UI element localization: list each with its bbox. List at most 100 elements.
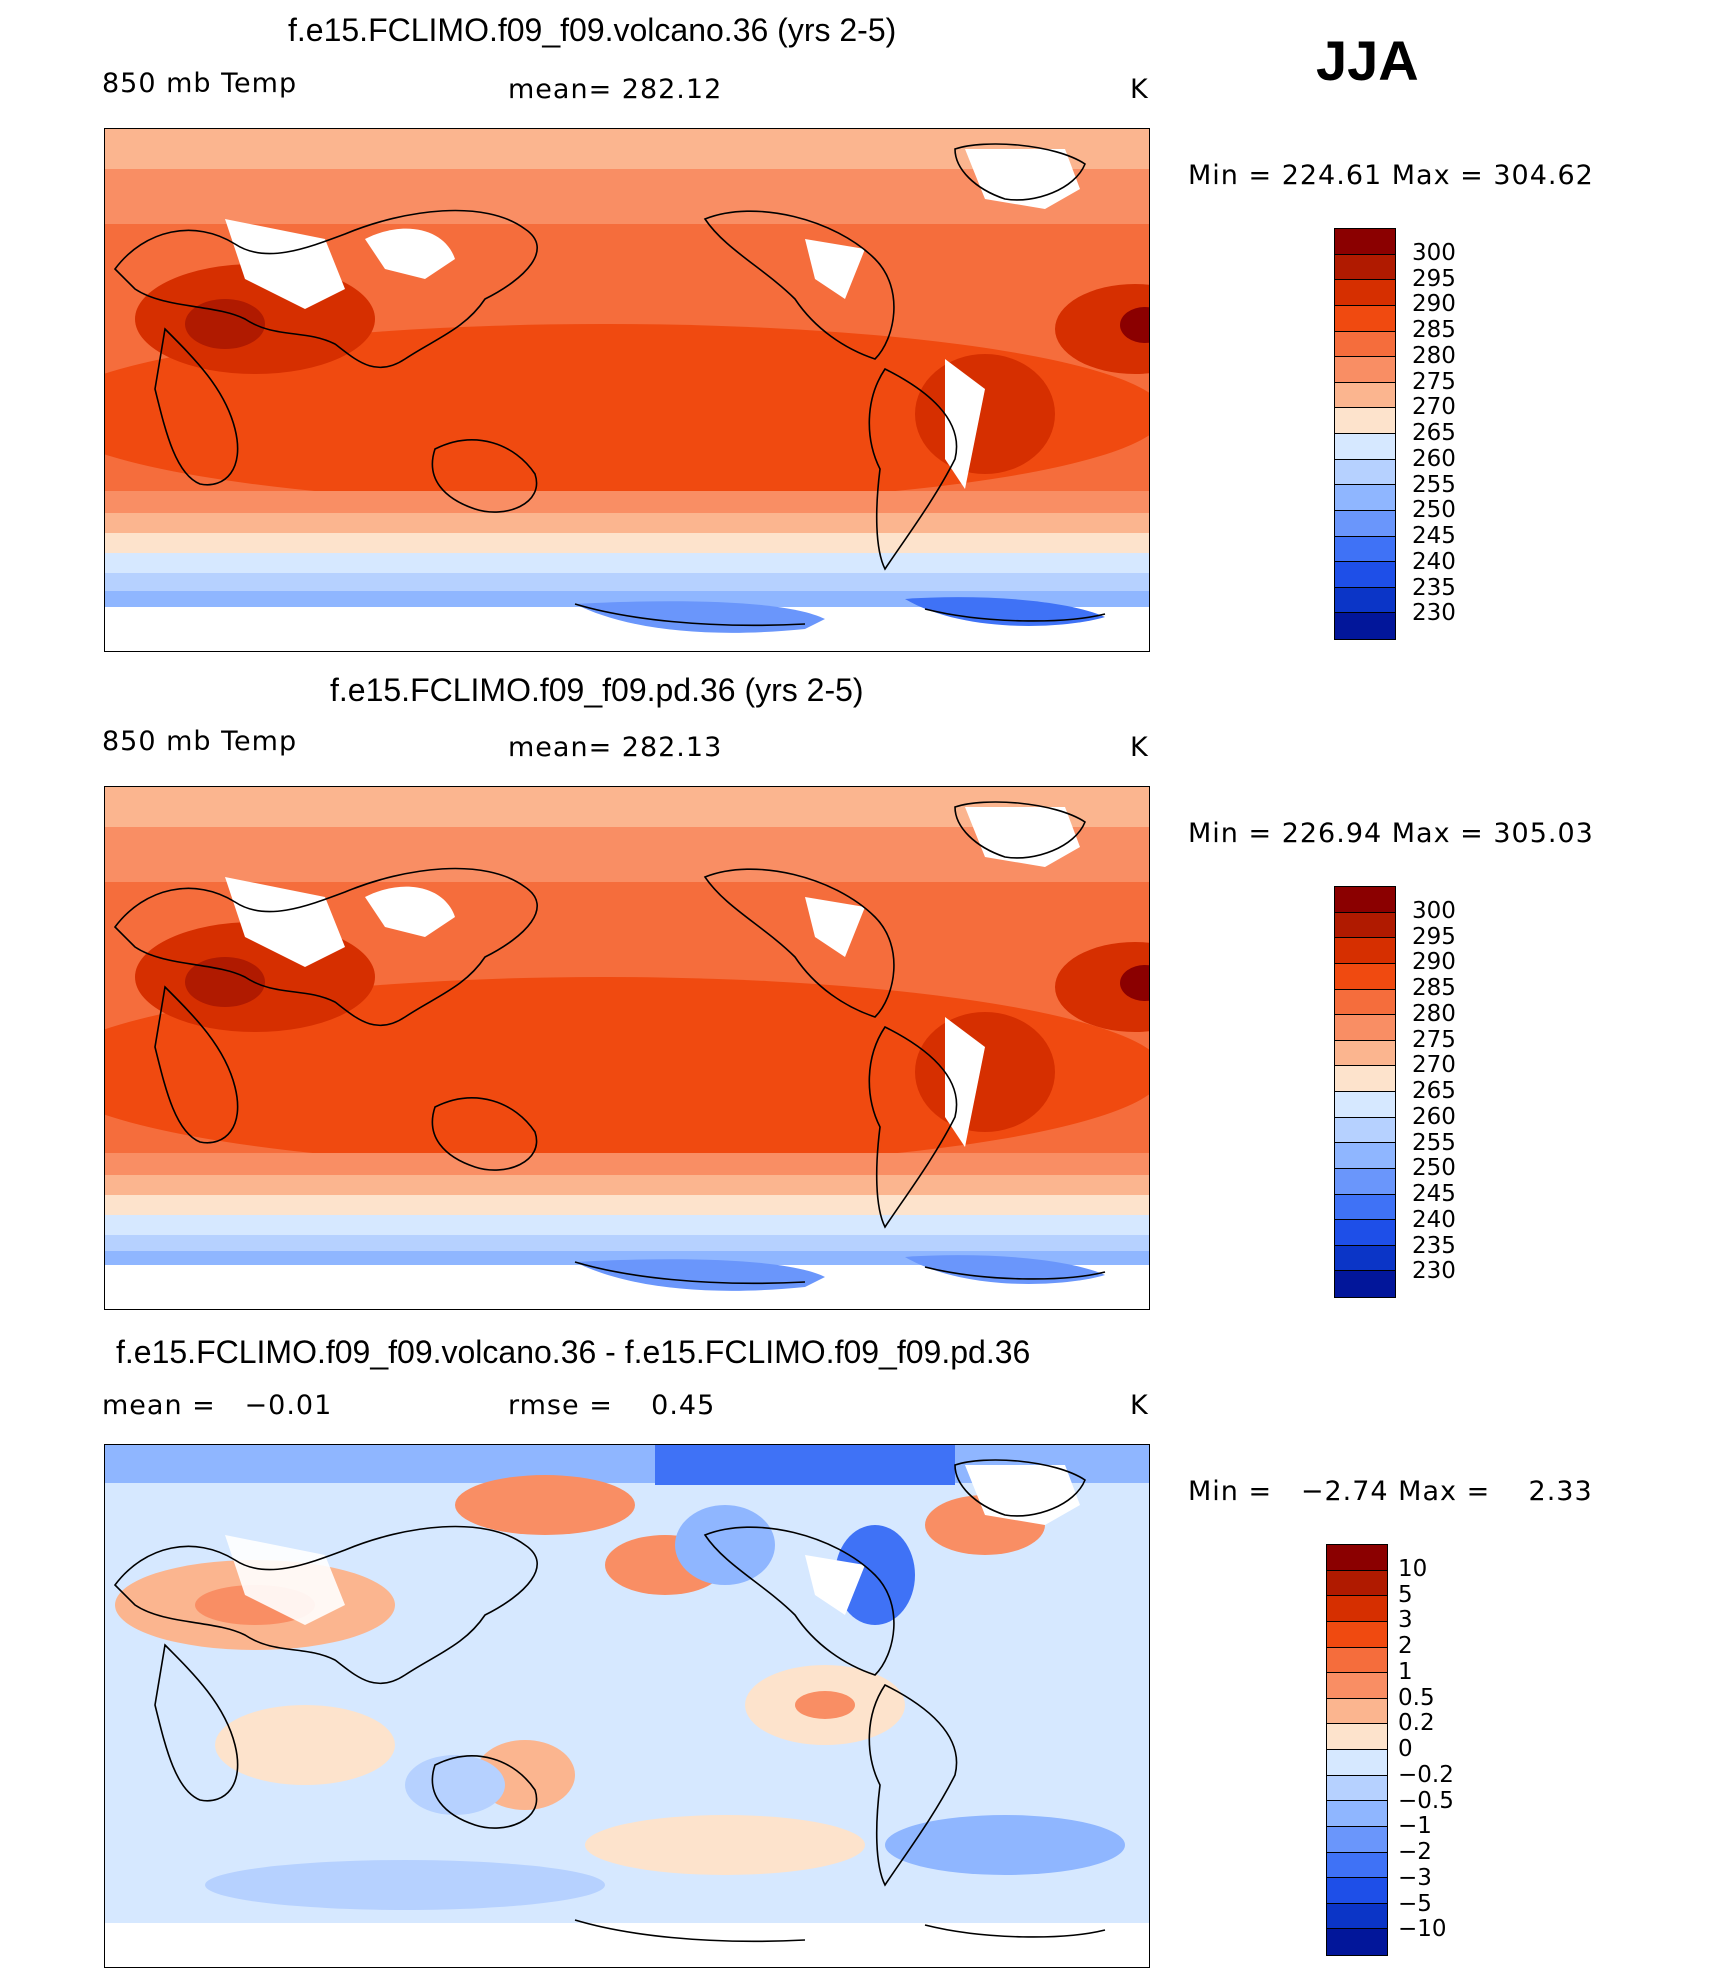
colorbar-segment <box>1335 1117 1395 1144</box>
colorbar-tick-label: 280 <box>1412 342 1456 369</box>
colorbar-tick-label: 300 <box>1412 897 1456 924</box>
colorbar-segment <box>1335 305 1395 332</box>
colorbar-tick-label: 230 <box>1412 600 1456 627</box>
panel-3-title: f.e15.FCLIMO.f09_f09.volcano.36 - f.e15.… <box>116 1334 1031 1370</box>
colorbar-segment <box>1327 1775 1387 1802</box>
panel-2-colorbar <box>1334 886 1396 1298</box>
colorbar-tick-label: 240 <box>1412 1206 1456 1233</box>
colorbar-tick-label: 270 <box>1412 1052 1456 1079</box>
panel-3-map <box>104 1444 1150 1968</box>
colorbar-segment <box>1335 912 1395 939</box>
colorbar-tick-label: 285 <box>1412 975 1456 1001</box>
colorbar-segment <box>1327 1698 1387 1725</box>
colorbar-segment <box>1327 1878 1387 1904</box>
colorbar-segment <box>1335 536 1395 563</box>
colorbar-segment <box>1335 408 1395 434</box>
colorbar-tick-label: 280 <box>1412 1000 1456 1027</box>
colorbar-segment <box>1335 887 1395 913</box>
panel-1-units: K <box>1130 74 1149 105</box>
panel-1-variable-label: 850 mb Temp <box>102 68 298 99</box>
colorbar-tick-label: 270 <box>1412 394 1456 421</box>
panel-2-minmax: Min = 226.94 Max = 305.03 <box>1188 818 1594 849</box>
panel-1-title: f.e15.FCLIMO.f09_f09.volcano.36 (yrs 2-5… <box>288 12 897 48</box>
colorbar-tick-label: −0.5 <box>1398 1787 1454 1814</box>
colorbar-segment <box>1335 989 1395 1016</box>
colorbar-tick-label: 240 <box>1412 548 1456 575</box>
panel-2-units: K <box>1130 732 1149 763</box>
panel-1-colorbar <box>1334 228 1396 640</box>
colorbar-tick-label: 285 <box>1412 317 1456 343</box>
colorbar-tick-label: −10 <box>1398 1916 1447 1943</box>
panel-3-units: K <box>1130 1390 1149 1421</box>
colorbar-segment <box>1327 1621 1387 1648</box>
colorbar-segment <box>1335 331 1395 358</box>
colorbar-segment <box>1327 1545 1387 1571</box>
colorbar-segment <box>1335 562 1395 588</box>
colorbar-tick-label: 290 <box>1412 949 1456 976</box>
colorbar-segment <box>1327 1826 1387 1853</box>
colorbar-tick-label: 245 <box>1412 1181 1456 1207</box>
panel-3-minmax: Min = −2.74 Max = 2.33 <box>1188 1476 1593 1507</box>
colorbar-tick-label: 265 <box>1412 1078 1456 1104</box>
colorbar-segment <box>1335 1066 1395 1092</box>
colorbar-segment <box>1335 1245 1395 1272</box>
panel-1-colorbar-labels: 300 295 290 285 280 275 270 265 260 255 250 245 240 2… <box>1412 228 1512 640</box>
colorbar-tick-label: 0 <box>1398 1736 1413 1762</box>
colorbar-segment <box>1335 1194 1395 1221</box>
colorbar-tick-label: 290 <box>1412 291 1456 318</box>
colorbar-segment <box>1327 1570 1387 1597</box>
colorbar-segment <box>1335 382 1395 409</box>
panel-2-mean-label: mean= 282.13 <box>508 732 723 763</box>
colorbar-tick-label: 265 <box>1412 420 1456 446</box>
colorbar-tick-label: −0.2 <box>1398 1761 1454 1788</box>
colorbar-tick-label: −1 <box>1398 1813 1432 1840</box>
colorbar-tick-label: 0.5 <box>1398 1684 1435 1711</box>
colorbar-segment <box>1335 434 1395 460</box>
colorbar-segment <box>1335 613 1395 639</box>
panel-2-colorbar-labels: 300 295 290 285 280 275 270 265 260 255 250 245 240 2… <box>1412 886 1512 1298</box>
panel-2-title: f.e15.FCLIMO.f09_f09.pd.36 (yrs 2-5) <box>330 672 864 708</box>
colorbar-segment <box>1327 1801 1387 1827</box>
colorbar-segment <box>1327 1596 1387 1622</box>
colorbar-segment <box>1327 1673 1387 1699</box>
colorbar-segment <box>1335 1015 1395 1041</box>
colorbar-segment <box>1335 1092 1395 1118</box>
colorbar-segment <box>1327 1724 1387 1750</box>
colorbar-segment <box>1335 1168 1395 1195</box>
colorbar-segment <box>1335 357 1395 383</box>
colorbar-segment <box>1335 459 1395 486</box>
colorbar-tick-label: −5 <box>1398 1890 1432 1917</box>
colorbar-segment <box>1327 1929 1387 1955</box>
panel-1-minmax: Min = 224.61 Max = 304.62 <box>1188 160 1594 191</box>
colorbar-segment <box>1335 587 1395 614</box>
colorbar-tick-label: 250 <box>1412 497 1456 524</box>
panel-3-rmse-label: rmse = 0.45 <box>508 1390 716 1421</box>
colorbar-segment <box>1335 510 1395 537</box>
colorbar-tick-label: 300 <box>1412 239 1456 266</box>
panel-3-mean-label: mean = −0.01 <box>102 1390 333 1421</box>
colorbar-segment <box>1335 1271 1395 1297</box>
panel-2-variable-label: 850 mb Temp <box>102 726 298 757</box>
colorbar-tick-label: 255 <box>1412 471 1456 498</box>
colorbar-tick-label: 250 <box>1412 1155 1456 1182</box>
colorbar-tick-label: 235 <box>1412 1232 1456 1259</box>
panel-3-colorbar-labels: 10 5 3 2 1 0.5 0.2 0 −0.2 −0.5 −1 −2 −3 −5 −10 <box>1398 1544 1498 1956</box>
season-label: JJA <box>1316 29 1419 92</box>
colorbar-segment <box>1335 485 1395 511</box>
colorbar-tick-label: 275 <box>1412 1026 1456 1053</box>
colorbar-segment <box>1335 1143 1395 1169</box>
panel-2-map <box>104 786 1150 1310</box>
colorbar-tick-label: 235 <box>1412 574 1456 601</box>
colorbar-tick-label: 245 <box>1412 523 1456 549</box>
colorbar-tick-label: 10 <box>1398 1555 1428 1582</box>
colorbar-tick-label: 3 <box>1398 1607 1413 1634</box>
colorbar-tick-label: 230 <box>1412 1258 1456 1285</box>
colorbar-tick-label: 5 <box>1398 1581 1413 1608</box>
colorbar-tick-label: 295 <box>1412 265 1456 292</box>
colorbar-tick-label: 255 <box>1412 1129 1456 1156</box>
colorbar-segment <box>1335 280 1395 306</box>
colorbar-segment <box>1327 1750 1387 1776</box>
colorbar-tick-label: 260 <box>1412 445 1456 472</box>
colorbar-segment <box>1335 963 1395 990</box>
panel-3-colorbar <box>1326 1544 1388 1956</box>
